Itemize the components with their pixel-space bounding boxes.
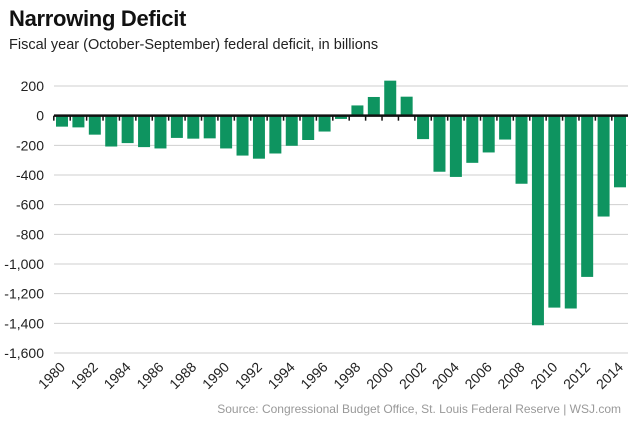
x-tick-label: 2014	[593, 359, 626, 392]
bar-1996	[318, 115, 331, 132]
x-tick-label: 1990	[199, 359, 232, 392]
bar-2011	[564, 115, 577, 309]
bar-1986	[154, 115, 167, 149]
bar-1989	[203, 115, 216, 139]
bar-2007	[499, 115, 512, 140]
bar-1984	[121, 115, 134, 144]
y-tick-label: -1,000	[4, 256, 44, 272]
bar-2005	[466, 115, 479, 163]
bar-2000	[384, 80, 397, 116]
y-tick-label: -1,200	[4, 286, 44, 302]
x-tick-label: 2008	[494, 359, 527, 392]
bar-1981	[72, 115, 85, 128]
bar-2013	[597, 115, 610, 217]
x-tick-label: 1994	[265, 359, 298, 392]
bar-2009	[531, 115, 544, 326]
bar-2006	[482, 115, 495, 153]
x-tick-label: 1984	[100, 359, 133, 392]
bar-2001	[400, 96, 413, 116]
bar-1993	[269, 115, 282, 154]
y-tick-label: -1,400	[4, 315, 44, 331]
bar-2010	[548, 115, 561, 308]
x-tick-label: 2000	[363, 359, 396, 392]
bar-2002	[417, 115, 430, 140]
y-tick-label: -400	[16, 167, 44, 183]
bar-1982	[88, 115, 101, 135]
x-tick-label: 1982	[68, 359, 101, 392]
x-tick-label: 2010	[527, 359, 560, 392]
y-tick-label: -200	[16, 137, 44, 153]
bar-1985	[138, 115, 151, 148]
bar-1988	[187, 115, 200, 139]
bar-1994	[285, 115, 298, 146]
bar-1980	[56, 115, 68, 127]
y-tick-label: -800	[16, 226, 44, 242]
y-tick-label: 0	[36, 108, 44, 124]
x-tick-label: 1996	[297, 359, 330, 392]
bar-1990	[220, 115, 233, 149]
x-tick-label: 2004	[429, 359, 462, 392]
bar-2014	[614, 115, 626, 188]
x-tick-label: 1998	[330, 359, 363, 392]
bar-2008	[515, 115, 528, 184]
y-tick-label: 200	[21, 78, 45, 94]
y-tick-label: -600	[16, 197, 44, 213]
bar-1999	[367, 96, 380, 116]
bar-1983	[105, 115, 118, 147]
bar-1998	[351, 105, 364, 116]
source-note: Source: Congressional Budget Office, St.…	[217, 402, 621, 416]
x-tick-label: 1980	[35, 359, 68, 392]
chart-subtitle: Fiscal year (October-September) federal …	[9, 37, 379, 53]
bar-1992	[252, 115, 265, 159]
x-tick-label: 2012	[560, 359, 593, 392]
bar-2003	[433, 115, 446, 172]
x-tick-label: 1992	[232, 359, 265, 392]
y-tick-label: -1,600	[4, 345, 44, 361]
x-tick-label: 1986	[133, 359, 166, 392]
bar-1997	[335, 115, 347, 119]
chart-title: Narrowing Deficit	[9, 6, 187, 31]
bar-1987	[170, 115, 183, 138]
x-tick-label: 2006	[461, 359, 494, 392]
bar-1991	[236, 115, 249, 156]
x-tick-label: 2002	[396, 359, 429, 392]
x-tick-label: 1988	[166, 359, 199, 392]
bar-2012	[581, 115, 594, 277]
bar-1995	[302, 115, 315, 140]
bar-2004	[449, 115, 462, 177]
